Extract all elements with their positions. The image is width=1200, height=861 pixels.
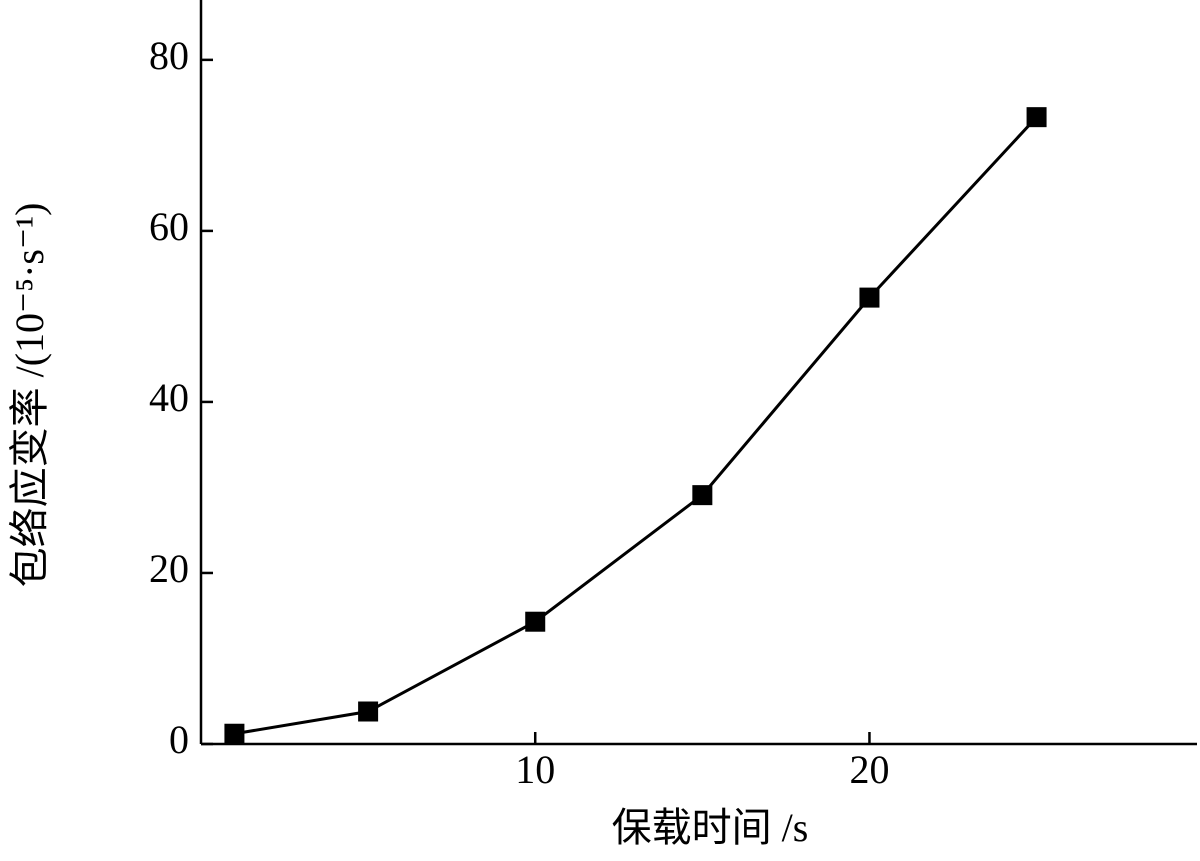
marker: [525, 611, 546, 632]
series-line: [234, 116, 1038, 736]
marker: [1026, 107, 1047, 128]
x-axis-label: 保载时间 /s: [612, 805, 809, 850]
marker: [358, 701, 379, 722]
y-axis-label: 包络应变率 /(10⁻⁵·s⁻¹): [7, 203, 52, 588]
x-tick-label: 10: [515, 747, 555, 792]
marker: [692, 485, 713, 506]
x-tick-label: 20: [849, 747, 889, 792]
marker: [859, 287, 880, 308]
y-tick-label: 60: [149, 204, 189, 249]
y-tick-label: 40: [149, 375, 189, 420]
marker: [224, 723, 245, 744]
y-tick-label: 20: [149, 546, 189, 591]
y-tick-label: 0: [169, 717, 189, 762]
y-tick-label: 80: [149, 33, 189, 78]
